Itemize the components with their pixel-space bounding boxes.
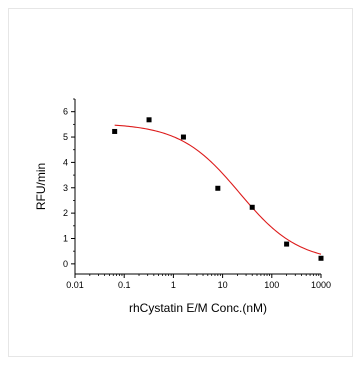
data-point (249, 204, 255, 210)
chart-marks (112, 117, 324, 261)
data-point (318, 255, 324, 261)
axes: 0.01 0.1 1 10 100 1000 0 1 2 3 4 5 6 (63, 98, 331, 290)
x-tick-label: 1 (171, 280, 176, 290)
y-tick-label: 4 (63, 157, 68, 167)
y-tick-label: 6 (63, 107, 68, 117)
data-point (146, 117, 152, 123)
fit-curve (114, 124, 322, 255)
x-tick-label: 0.1 (118, 280, 131, 290)
x-tick-label: 1000 (311, 280, 331, 290)
data-point (112, 128, 118, 134)
y-tick-label: 5 (63, 132, 68, 142)
x-tick-label: 100 (264, 280, 279, 290)
data-point (284, 241, 290, 247)
y-axis-label: RFU/min (34, 163, 48, 210)
chart-frame: 0.01 0.1 1 10 100 1000 0 1 2 3 4 5 6 rhCystatin E/M … (8, 8, 353, 357)
y-tick-label: 3 (63, 183, 68, 193)
y-tick-label: 2 (63, 208, 68, 218)
y-tick-label: 0 (63, 259, 68, 269)
data-point (215, 185, 221, 191)
x-tick-label: 0.01 (66, 280, 84, 290)
x-tick-label: 10 (218, 280, 228, 290)
x-axis-label: rhCystatin E/M Conc.(nM) (129, 301, 267, 315)
dose-response-chart: 0.01 0.1 1 10 100 1000 0 1 2 3 4 5 6 rhCystatin E/M … (34, 98, 331, 315)
y-tick-label: 1 (63, 233, 68, 243)
data-point (180, 134, 186, 140)
